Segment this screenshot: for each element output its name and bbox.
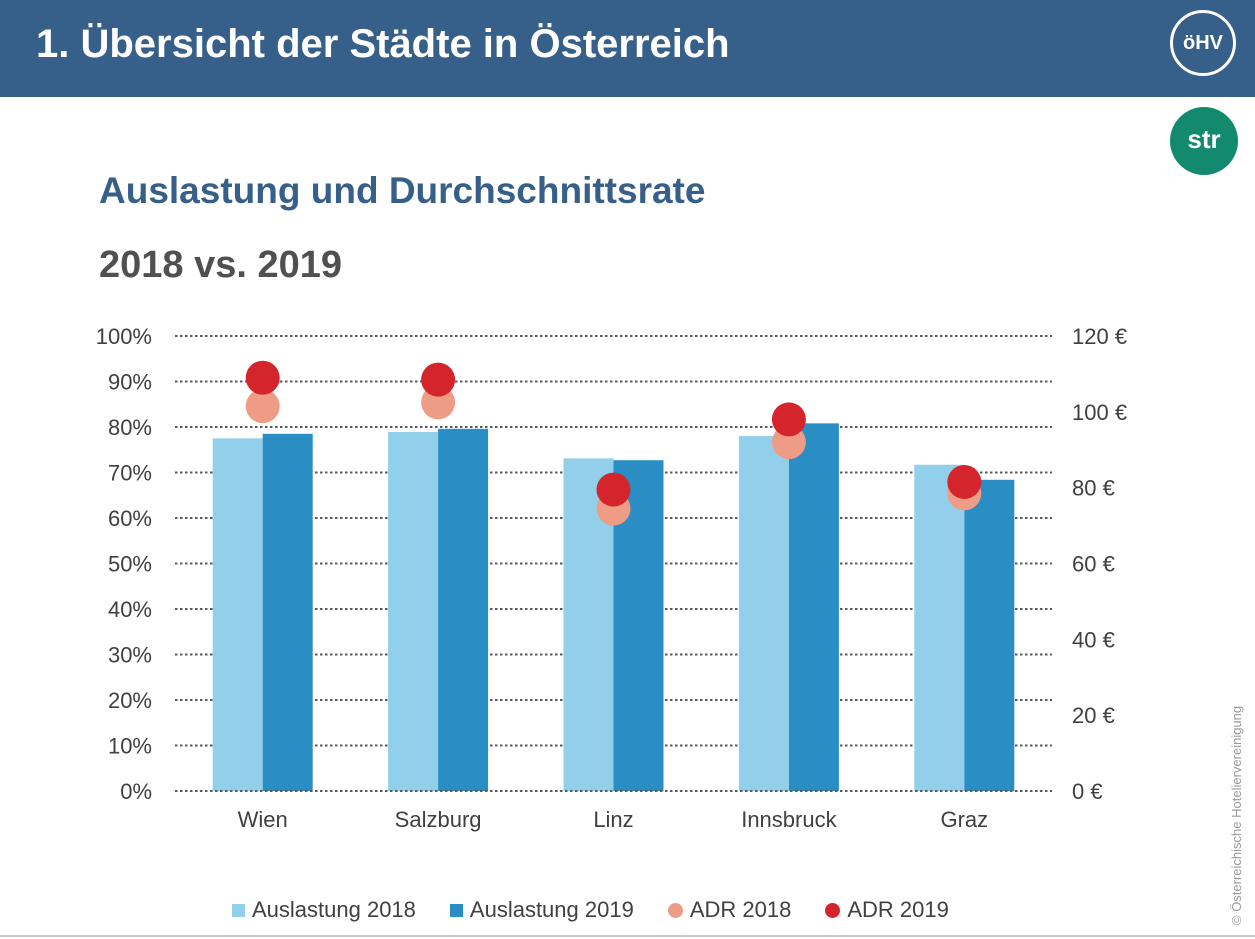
y-right-tick-label: 100 € [1072,400,1127,425]
bar-auslastung-2018 [914,464,965,791]
legend-item-adr-2018: ADR 2018 [667,897,792,923]
y-left-tick-label: 0% [120,779,152,804]
bar-auslastung-2019 [438,428,489,791]
y-left-tick-label: 40% [108,597,152,622]
y-right-tick-label: 0 € [1072,779,1103,804]
dot-adr-2019 [421,362,456,397]
legend-swatch-auslastung-2019 [449,903,463,917]
copyright-note: © Österreichische Hoteliervereinigung [1229,705,1244,925]
legend-swatch-adr-2019 [825,902,841,918]
legend-label: ADR 2019 [847,897,949,922]
legend-label: Auslastung 2019 [469,897,634,922]
dot-adr-2019 [947,464,982,499]
x-tick-label: Innsbruck [741,807,837,832]
y-left-tick-label: 30% [108,643,152,668]
x-tick-label: Graz [940,807,988,832]
page-title: 1. Übersicht der Städte in Österreich [36,22,730,66]
header-bar: 1. Übersicht der Städte in Österreich öH… [0,0,1255,97]
y-left-tick-label: 20% [108,688,152,713]
y-left-tick-label: 60% [108,506,152,531]
y-right-tick-label: 80 € [1072,476,1115,501]
y-right-tick-label: 60 € [1072,552,1115,577]
y-right-tick-label: 40 € [1072,627,1115,652]
bar-auslastung-2018 [388,432,439,791]
bar-auslastung-2019 [262,433,313,791]
chart-subtitle: 2018 vs. 2019 [99,244,343,286]
y-right-tick-label: 20 € [1072,703,1115,728]
y-left-tick-label: 80% [108,415,152,440]
bar-auslastung-2018 [738,436,789,791]
chart-legend: Auslastung 2018 Auslastung 2019 ADR 2018… [232,896,949,924]
dot-adr-2019 [771,402,806,437]
bottom-divider [0,935,1255,937]
y-left-tick-label: 70% [108,461,152,486]
str-logo: str [1170,107,1238,175]
legend-item-auslastung-2019: Auslastung 2019 [449,897,634,923]
legend-label: ADR 2018 [689,897,792,922]
bar-auslastung-2019 [788,423,839,791]
chart-title: Auslastung und Durchschnittsrate [99,170,706,211]
legend-label: Auslastung 2018 [252,897,416,922]
x-tick-label: Linz [593,807,633,832]
y-left-tick-label: 50% [108,552,152,577]
ohv-logo: öHV [1170,10,1236,76]
bar-auslastung-2019 [964,479,1015,791]
y-left-tick-label: 100% [96,324,152,349]
legend-item-adr-2019: ADR 2019 [825,897,949,923]
dot-adr-2018 [245,389,280,424]
x-tick-label: Wien [238,807,288,832]
y-left-tick-label: 90% [108,370,152,395]
legend-item-auslastung-2018: Auslastung 2018 [232,897,416,923]
bar-auslastung-2018 [212,438,263,791]
y-left-tick-label: 10% [108,734,152,759]
legend-swatch-adr-2018 [667,902,683,918]
y-right-tick-label: 120 € [1072,324,1127,349]
legend-swatch-auslastung-2018 [232,903,245,917]
dot-adr-2019 [245,360,280,395]
x-tick-label: Salzburg [395,807,482,832]
dot-adr-2019 [596,472,631,507]
